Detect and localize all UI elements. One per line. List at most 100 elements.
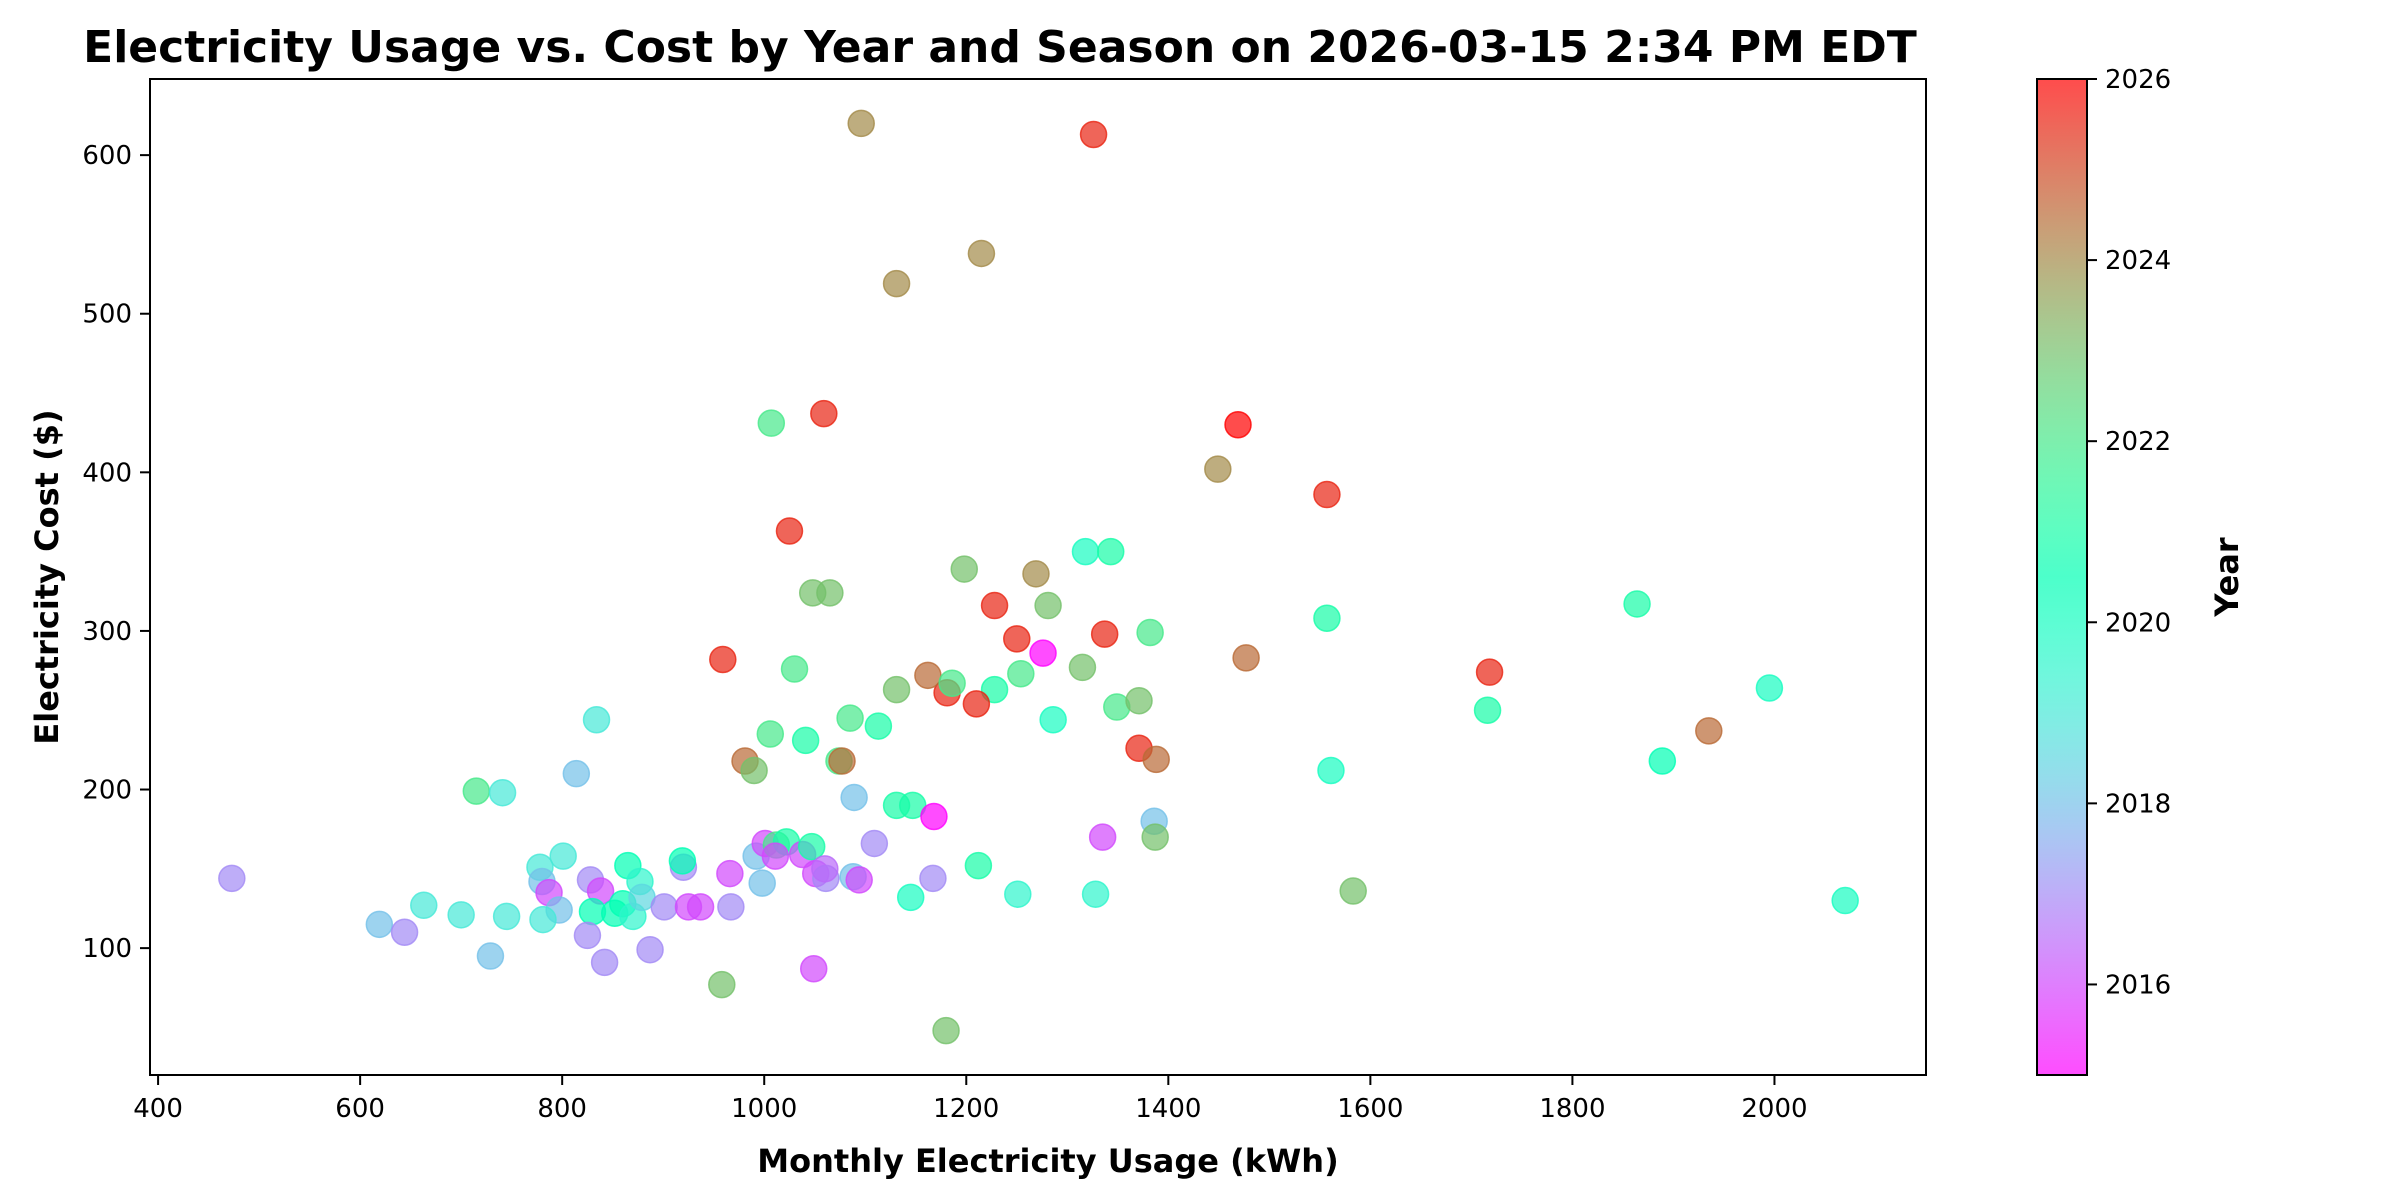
data-point [882, 675, 911, 704]
data-point [462, 777, 491, 805]
data-point [950, 555, 979, 583]
data-point [529, 905, 557, 934]
colorbar-gradient [2036, 78, 2088, 1076]
data-point [708, 970, 736, 999]
y-axis-label: Electricity Cost ($) [28, 409, 66, 744]
data-point [447, 901, 475, 929]
data-point [410, 891, 438, 920]
data-point [748, 869, 776, 897]
data-point [562, 759, 591, 788]
colorbar-tick-label: 2020 [2105, 608, 2171, 638]
y-tick-label: 100 [82, 934, 132, 964]
x-tick-label: 600 [335, 1094, 385, 1124]
data-point [962, 690, 991, 718]
data-point [1088, 823, 1117, 851]
y-tick-label: 600 [82, 141, 132, 171]
data-point [799, 954, 828, 983]
data-point [1339, 877, 1367, 905]
data-point [1003, 625, 1031, 653]
data-point [1648, 747, 1677, 775]
data-point [811, 855, 839, 883]
data-point [756, 720, 785, 748]
colorbar-tick-label: 2024 [2105, 246, 2171, 276]
x-tick-label: 2000 [1741, 1094, 1807, 1124]
data-point [840, 783, 868, 812]
plot-frame [149, 78, 1927, 1076]
chart-title: Electricity Usage vs. Cost by Year and S… [83, 22, 1917, 73]
data-point [1224, 410, 1252, 439]
data-point [914, 661, 942, 690]
colorbar-tick-label: 2016 [2105, 970, 2171, 1000]
data-point [780, 655, 809, 683]
x-tick-label: 800 [537, 1094, 587, 1124]
data-point [1755, 674, 1784, 702]
data-point [980, 675, 1009, 704]
data-point [898, 791, 927, 820]
data-point [1623, 590, 1651, 618]
data-point [980, 591, 1009, 620]
data-point [761, 842, 790, 870]
data-point [1142, 745, 1170, 774]
x-tick-label: 1800 [1539, 1094, 1605, 1124]
data-point [964, 851, 993, 880]
x-tick-label: 400 [133, 1094, 183, 1124]
data-point [582, 705, 611, 734]
data-point [1022, 560, 1050, 588]
data-point [1313, 480, 1341, 509]
x-tick-label: 1600 [1337, 1094, 1403, 1124]
data-point [492, 902, 521, 931]
data-point [967, 239, 996, 268]
data-point [549, 842, 577, 870]
y-tick-label: 400 [82, 458, 132, 488]
data-point [709, 645, 737, 674]
data-point [845, 866, 873, 894]
y-tick-label: 500 [82, 300, 132, 330]
data-point [920, 802, 948, 831]
x-tick-label: 1000 [731, 1094, 797, 1124]
data-point [1079, 120, 1108, 149]
data-point [1034, 591, 1062, 620]
data-point [573, 921, 602, 950]
data-point [938, 669, 966, 698]
data-point [797, 832, 826, 861]
data-point [1029, 639, 1057, 667]
data-point [1232, 644, 1260, 672]
colorbar-tick-label: 2022 [2105, 427, 2171, 457]
data-point [1473, 696, 1502, 724]
y-tick-label: 300 [82, 617, 132, 647]
data-point [932, 1016, 960, 1045]
data-point [218, 864, 246, 893]
data-point [1141, 823, 1169, 851]
colorbar-tick-label: 2026 [2105, 65, 2171, 95]
y-axis: 100 200 300 400 500 600 [82, 141, 150, 964]
data-point [636, 935, 664, 964]
data-point [716, 859, 744, 888]
data-point [717, 893, 745, 921]
data-point [1039, 705, 1067, 734]
data-point [488, 778, 517, 807]
y-tick-label: 200 [82, 776, 132, 806]
x-tick-label: 1400 [1135, 1094, 1201, 1124]
data-point [1068, 653, 1097, 682]
x-axis-label: Monthly Electricity Usage (kWh) [757, 1142, 1338, 1180]
data-point [816, 579, 844, 607]
data-point [757, 409, 786, 437]
data-point [1071, 537, 1100, 566]
data-point [896, 883, 925, 912]
data-point [847, 109, 875, 138]
x-axis: 400 600 800 1000 1200 1400 1600 1800 2000 [133, 1075, 1808, 1124]
data-point [1695, 717, 1723, 745]
data-point [1007, 659, 1035, 688]
data-point [674, 893, 703, 921]
data-point [882, 269, 911, 298]
points-layer [218, 109, 1859, 1045]
colorbar-ticks: 2016 2018 2020 2022 2024 2026 [2087, 65, 2171, 1000]
colorbar-tick-label: 2018 [2105, 789, 2171, 819]
x-tick-label: 1200 [933, 1094, 999, 1124]
data-point [476, 942, 505, 970]
colorbar-label: Year [2208, 537, 2246, 618]
data-point [1831, 886, 1859, 915]
data-point [390, 918, 419, 947]
data-point [1475, 658, 1504, 686]
